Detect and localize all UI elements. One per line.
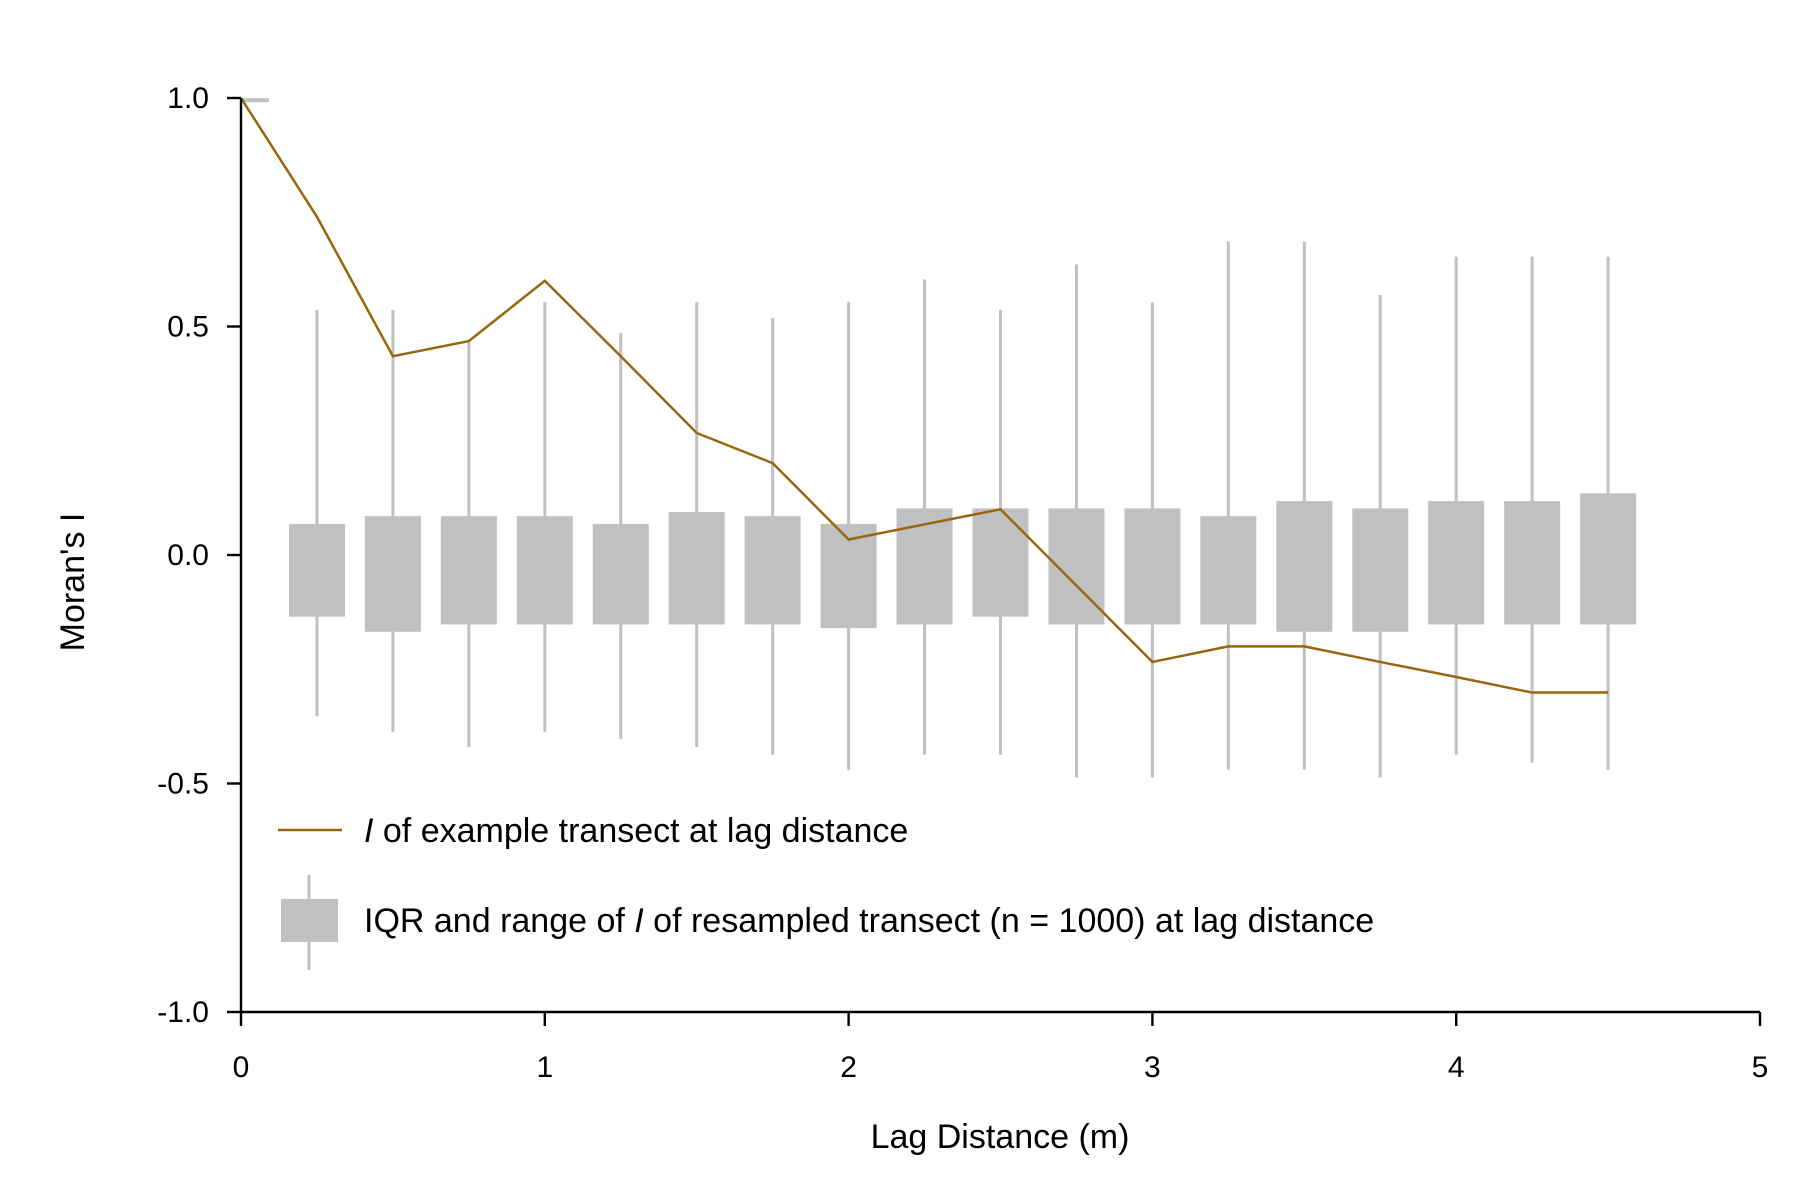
y-tick-label: 0.5 — [167, 311, 209, 344]
y-axis-title: Moran's I — [54, 513, 92, 652]
line-series — [239, 97, 1609, 694]
y-tick-label: 1.0 — [167, 82, 209, 115]
legend-box-italic: I — [634, 902, 644, 940]
x-tick-label: 1 — [536, 1051, 553, 1084]
box-12 — [1200, 241, 1257, 770]
box-0 — [288, 310, 345, 717]
box-11 — [1124, 302, 1181, 778]
box-iqr — [288, 523, 345, 617]
x-axis-title: Lag Distance (m) — [871, 1118, 1130, 1156]
legend: I of example transect at lag distance IQ… — [278, 812, 1374, 970]
legend-line-label: I of example transect at lag distance — [364, 812, 908, 850]
legend-box-pre: IQR and range of — [364, 902, 634, 940]
box-iqr — [516, 516, 573, 625]
box-17 — [1580, 256, 1637, 770]
box-2 — [440, 340, 497, 747]
box-5 — [668, 302, 725, 747]
box-iqr — [592, 523, 649, 625]
legend-box-post: of resampled transect (n = 1000) at lag … — [644, 902, 1374, 940]
box-3 — [516, 302, 573, 732]
x-tick-label: 4 — [1448, 1051, 1465, 1084]
y-tick-label: -1.0 — [157, 996, 209, 1029]
box-iqr — [1276, 501, 1333, 632]
box-series — [241, 98, 1637, 778]
box-6 — [744, 317, 801, 755]
box-10 — [1048, 264, 1105, 778]
box-1 — [364, 310, 421, 732]
box-iqr — [744, 516, 801, 625]
tick-labels: 0 1 2 3 4 5 -1.0 -0.5 0.0 0.5 1.0 — [157, 82, 1768, 1084]
x-tick-label: 0 — [233, 1051, 250, 1084]
box-iqr — [1200, 516, 1257, 625]
box-iqr — [896, 508, 953, 625]
box-16 — [1504, 256, 1561, 763]
box-7 — [820, 302, 877, 770]
box-9 — [972, 310, 1029, 755]
legend-box-label: IQR and range of I of resampled transect… — [364, 902, 1374, 940]
x-tick-label: 3 — [1144, 1051, 1161, 1084]
y-tick-label: -0.5 — [157, 768, 209, 801]
x-tick-label: 5 — [1752, 1051, 1769, 1084]
box-4 — [592, 332, 649, 740]
legend-line-italic: I — [364, 812, 374, 850]
box-iqr — [820, 523, 877, 629]
box-iqr — [1124, 508, 1181, 625]
box-iqr — [364, 516, 421, 632]
box-13 — [1276, 241, 1333, 770]
box-iqr — [440, 516, 497, 625]
x-tick-label: 2 — [840, 1051, 857, 1084]
axes — [227, 96, 1762, 1026]
box-iqr — [1580, 493, 1637, 625]
box-iqr — [972, 508, 1029, 617]
box-14 — [1352, 294, 1409, 778]
box-iqr — [1352, 508, 1409, 632]
box-iqr — [668, 512, 725, 625]
box-iqr — [1504, 501, 1561, 625]
box-8 — [896, 279, 953, 755]
box-15 — [1428, 256, 1485, 755]
legend-line-rest: of example transect at lag distance — [373, 812, 908, 850]
box-iqr — [1428, 501, 1485, 625]
legend-box-swatch — [281, 899, 338, 942]
y-tick-label: 0.0 — [167, 539, 209, 572]
